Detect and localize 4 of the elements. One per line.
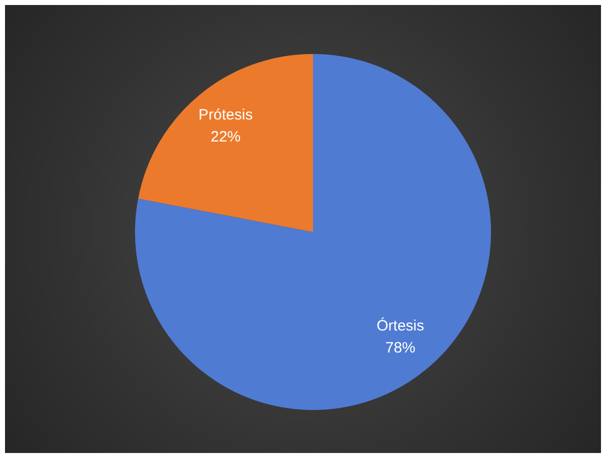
data-label: 78%	[385, 340, 416, 357]
slice-label: Prótesis	[198, 106, 253, 124]
data-label: 22%	[210, 128, 241, 146]
slice-label: Órtesis	[376, 316, 424, 335]
